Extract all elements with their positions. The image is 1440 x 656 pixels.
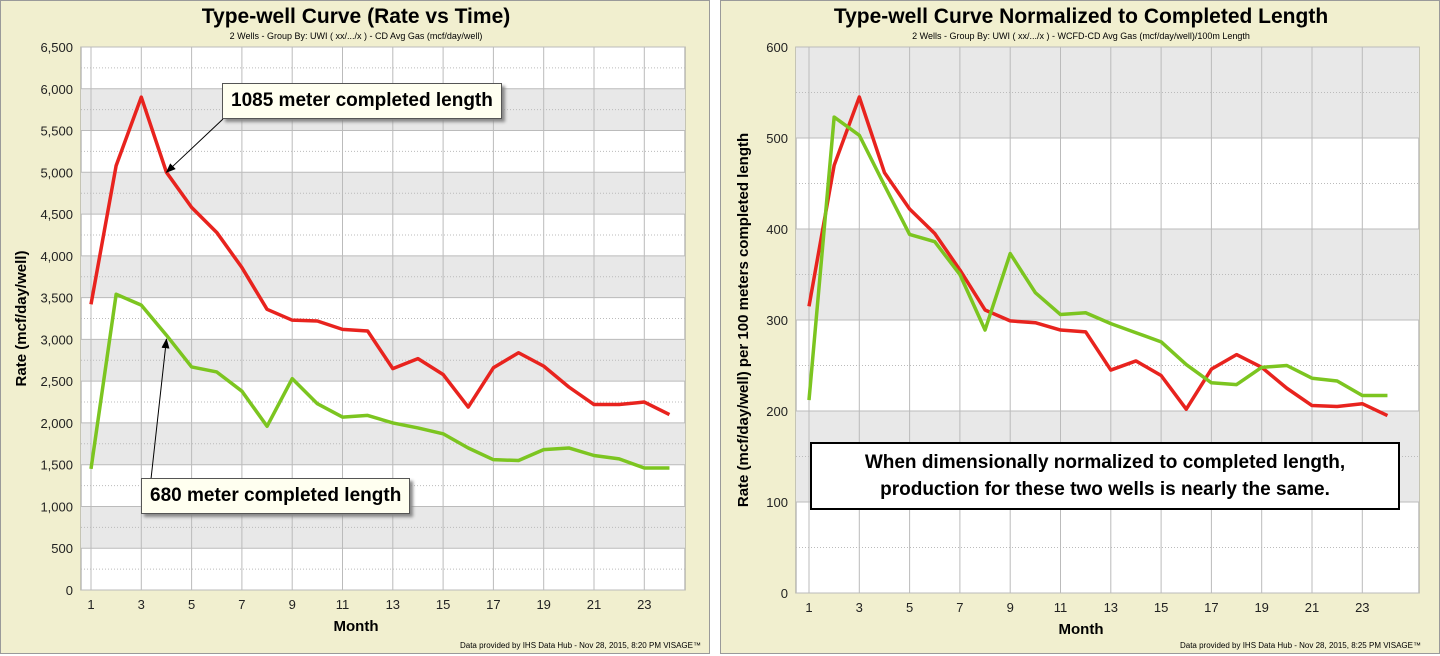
chart-subtitle: 2 Wells - Group By: UWI ( xx/.../x ) - C… [230, 31, 483, 41]
series-line-red [807, 95, 1389, 418]
x-tick-label: 19 [1254, 600, 1268, 615]
x-tick-label: 21 [1305, 600, 1319, 615]
y-tick-label: 6,500 [40, 40, 73, 55]
x-tick-label: 1 [87, 597, 94, 612]
x-tick-label: 15 [1154, 600, 1168, 615]
annotation-680m-label: 680 meter completed length [141, 478, 411, 514]
y-tick-label: 3,500 [40, 291, 73, 306]
y-tick-label: 500 [51, 541, 73, 556]
y-tick-label: 400 [766, 222, 788, 237]
x-tick-label: 9 [289, 597, 296, 612]
y-tick-label: 100 [766, 495, 788, 510]
y-tick-label: 6,000 [40, 82, 73, 97]
x-tick-label: 23 [1355, 600, 1369, 615]
x-tick-label: 5 [906, 600, 913, 615]
x-tick-label: 3 [138, 597, 145, 612]
x-tick-label: 5 [188, 597, 195, 612]
annotation-arrow [165, 118, 224, 173]
rate-vs-time-chart: Type-well Curve (Rate vs Time) 2 Wells - … [13, 5, 701, 650]
y-tick-label: 2,000 [40, 416, 73, 431]
y-tick-label: 0 [66, 583, 73, 598]
note-line: production for these two wells is nearly… [880, 479, 1330, 500]
annotation-1085m: 1085 meter completed length [222, 83, 502, 119]
y-tick-label: 500 [766, 131, 788, 146]
x-tick-label: 21 [587, 597, 601, 612]
y-tick-label: 3,000 [40, 332, 73, 347]
series-line-red [89, 95, 671, 417]
y-axis-label: Rate (mcf/day/well) [13, 251, 30, 387]
y-tick-label: 200 [766, 404, 788, 419]
y-tick-label: 0 [781, 586, 788, 601]
x-tick-label: 11 [336, 597, 350, 612]
x-tick-label: 3 [856, 600, 863, 615]
x-tick-label: 7 [238, 597, 245, 612]
x-tick-label: 17 [1204, 600, 1218, 615]
chart-subtitle: 2 Wells - Group By: UWI ( xx/.../x ) - W… [912, 31, 1250, 41]
x-tick-label: 17 [486, 597, 500, 612]
chart-title: Type-well Curve (Rate vs Time) [202, 5, 511, 28]
note-line: When dimensionally normalized to complet… [864, 452, 1346, 473]
annotation-arrow [150, 338, 170, 480]
x-tick-label: 13 [1104, 600, 1118, 615]
x-tick-label: 1 [805, 600, 812, 615]
x-tick-label: 7 [956, 600, 963, 615]
normalization-note: When dimensionally normalized to complet… [810, 442, 1400, 510]
x-tick-label: 11 [1054, 600, 1068, 615]
grid-band [81, 422, 685, 465]
x-axis-label: Month [334, 618, 379, 635]
y-tick-label: 2,500 [40, 374, 73, 389]
chart-footer: Data provided by IHS Data Hub - Nov 28, … [460, 641, 701, 650]
normalized-chart: Type-well Curve Normalized to Completed … [735, 5, 1421, 650]
y-tick-label: 4,500 [40, 207, 73, 222]
y-tick-label: 5,500 [40, 124, 73, 139]
x-tick-label: 13 [386, 597, 400, 612]
x-tick-label: 9 [1007, 600, 1014, 615]
y-tick-label: 1,500 [40, 458, 73, 473]
x-axis-label: Month [1059, 621, 1104, 638]
series-line-green [89, 292, 670, 470]
y-axis-label: Rate (mcf/day/well) per 100 meters compl… [735, 133, 752, 507]
y-tick-label: 5,000 [40, 165, 73, 180]
x-tick-label: 23 [637, 597, 651, 612]
series-line-green [807, 115, 1388, 401]
y-tick-label: 1,000 [40, 499, 73, 514]
grid-band [81, 255, 685, 298]
chart-title: Type-well Curve Normalized to Completed … [834, 5, 1328, 28]
grid-band [81, 339, 685, 382]
y-tick-label: 300 [766, 313, 788, 328]
x-tick-label: 19 [536, 597, 550, 612]
y-tick-label: 600 [766, 40, 788, 55]
y-tick-label: 4,000 [40, 249, 73, 264]
chart-footer: Data provided by IHS Data Hub - Nov 28, … [1180, 641, 1421, 650]
x-tick-label: 15 [436, 597, 450, 612]
chart-panel-right: Type-well Curve Normalized to Completed … [720, 0, 1440, 654]
